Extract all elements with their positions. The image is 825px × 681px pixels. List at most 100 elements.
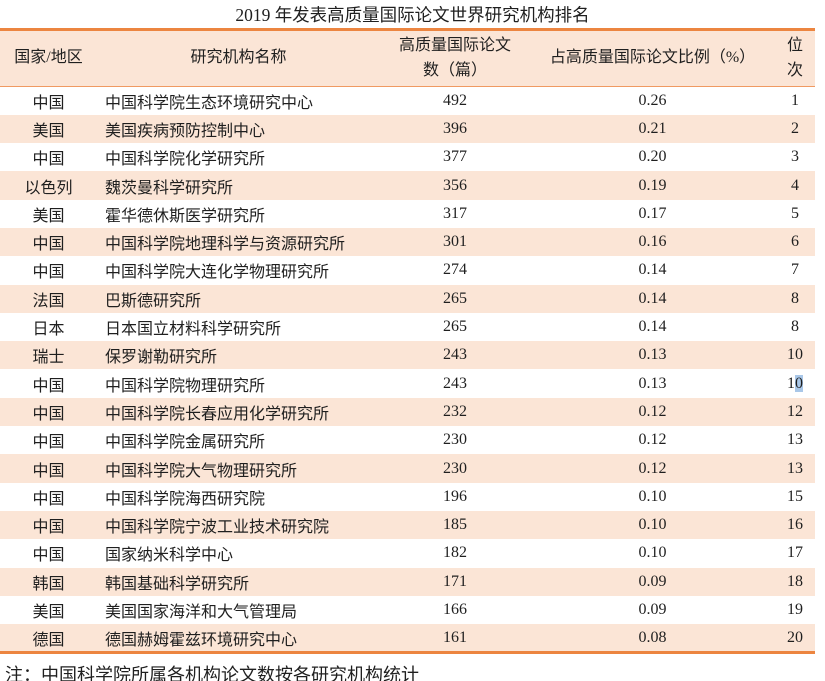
cell-institution: 美国疾病预防控制中心	[105, 122, 266, 140]
cell-country: 中国	[32, 490, 65, 508]
cell-institution: 中国科学院大气物理研究所	[105, 462, 298, 480]
cell-rank: 16	[787, 516, 803, 534]
cell-country: 中国	[32, 405, 65, 423]
cell-country: 中国	[32, 94, 65, 112]
cell-papers: 161	[443, 628, 467, 646]
cell-ratio: 0.17	[638, 204, 667, 222]
table-row: 中国 中国科学院海西研究院 196 0.10 15	[0, 482, 815, 511]
cell-rank: 13	[787, 459, 803, 477]
cell-rank: 12	[787, 402, 803, 420]
table-row: 中国 中国科学院长春应用化学研究所 232 0.12 12	[0, 397, 815, 427]
cell-country: 美国	[32, 207, 65, 225]
cell-rank: 18	[787, 572, 803, 590]
table-row: 中国 中国科学院物理研究所 243 0.13 10	[0, 369, 815, 398]
column-header-line: 国家/地区	[14, 49, 83, 67]
cell-papers: 301	[443, 233, 467, 251]
cell-rank: 8	[791, 318, 799, 336]
cell-rank: 2	[791, 119, 799, 137]
cell-papers: 265	[443, 289, 467, 307]
table-row: 韩国 韩国基础科学研究所 171 0.09 18	[0, 567, 815, 596]
cell-papers: 243	[443, 374, 467, 392]
cell-papers: 243	[443, 346, 467, 364]
column-header-line: 研究机构名称	[190, 49, 287, 67]
table-header: 国家/地区 研究机构名称 高质量国际论文 数（篇） 占高质量国际论文比例（%） 位次	[0, 29, 815, 87]
cell-rank: 17	[787, 544, 803, 562]
cell-papers: 396	[443, 119, 467, 137]
table-row: 日本 日本国立材料科学研究所 265 0.14 8	[0, 312, 815, 342]
cell-papers: 166	[443, 600, 467, 618]
cell-country: 中国	[32, 151, 65, 169]
column-header-ratio: 占高质量国际论文比例（%）	[530, 29, 775, 87]
cell-ratio: 0.10	[638, 516, 667, 534]
cell-institution: 中国科学院物理研究所	[105, 377, 266, 395]
column-header-line: 位	[786, 36, 803, 54]
column-header-country: 国家/地区	[0, 29, 97, 87]
footnote: 注：中国科学院所属各机构论文数按各研究机构统计	[5, 664, 419, 681]
column-header-line: 数（篇）	[422, 61, 487, 79]
cell-ratio: 0.09	[638, 600, 667, 618]
cell-country: 韩国	[32, 575, 65, 593]
cell-ratio: 0.13	[638, 374, 667, 392]
cell-rank: 8	[791, 289, 799, 307]
cell-rank: 7	[791, 261, 799, 279]
cell-ratio: 0.13	[638, 346, 667, 364]
cell-ratio: 0.26	[638, 91, 667, 109]
table-row: 美国 美国国家海洋和大气管理局 166 0.09 19	[0, 595, 815, 625]
table-row: 美国 美国疾病预防控制中心 396 0.21 2	[0, 114, 815, 144]
table-row: 德国 德国赫姆霍兹环境研究中心 161 0.08 20	[0, 624, 815, 653]
column-header-institution: 研究机构名称	[97, 29, 380, 87]
cell-rank: 10	[787, 346, 803, 364]
cell-rank: 1	[791, 91, 799, 109]
cell-ratio: 0.14	[638, 318, 667, 336]
table-row: 中国 中国科学院化学研究所 377 0.20 3	[0, 143, 815, 172]
cell-rank: 19	[787, 600, 803, 618]
cell-rank: 10	[787, 374, 803, 392]
table-row: 以色列 魏茨曼科学研究所 356 0.19 4	[0, 171, 815, 200]
cell-papers: 317	[443, 204, 467, 222]
cell-ratio: 0.08	[638, 628, 667, 646]
cell-country: 美国	[32, 603, 65, 621]
cell-country: 德国	[32, 631, 65, 649]
table-title: 2019 年发表高质量国际论文世界研究机构排名	[235, 5, 590, 25]
cell-institution: 中国科学院长春应用化学研究所	[105, 405, 330, 423]
cell-country: 以色列	[24, 179, 73, 197]
cell-papers: 230	[443, 431, 467, 449]
cell-institution: 霍华德休斯医学研究所	[105, 207, 266, 225]
cell-ratio: 0.12	[638, 431, 667, 449]
cell-papers: 265	[443, 318, 467, 336]
table-header-row: 国家/地区 研究机构名称 高质量国际论文 数（篇） 占高质量国际论文比例（%） 位次	[0, 29, 815, 87]
cell-institution: 中国科学院海西研究院	[105, 490, 266, 508]
cell-country: 日本	[32, 321, 65, 339]
cell-rank: 3	[791, 148, 799, 166]
cell-rank: 15	[787, 487, 803, 505]
table-row: 中国 中国科学院大气物理研究所 230 0.12 13	[0, 454, 815, 483]
table-row: 瑞士 保罗谢勒研究所 243 0.13 10	[0, 341, 815, 370]
cell-ratio: 0.16	[638, 233, 667, 251]
cell-ratio: 0.14	[638, 289, 667, 307]
cell-ratio: 0.10	[638, 487, 667, 505]
cell-country: 法国	[32, 292, 65, 310]
cell-institution: 中国科学院地理科学与资源研究所	[105, 236, 346, 254]
cell-papers: 230	[443, 459, 467, 477]
cell-ratio: 0.14	[638, 261, 667, 279]
cell-institution: 保罗谢勒研究所	[105, 349, 218, 367]
cell-institution: 魏茨曼科学研究所	[105, 179, 234, 197]
cell-country: 中国	[32, 434, 65, 452]
cell-institution: 韩国基础科学研究所	[105, 575, 250, 593]
cell-ratio: 0.09	[638, 572, 667, 590]
cell-country: 瑞士	[32, 349, 65, 367]
cell-ratio: 0.12	[638, 402, 667, 420]
cell-institution: 中国科学院大连化学物理研究所	[105, 264, 330, 282]
cell-country: 中国	[32, 377, 65, 395]
cell-papers: 196	[443, 487, 467, 505]
cell-rank: 5	[791, 204, 799, 222]
cell-ratio: 0.10	[638, 544, 667, 562]
table-row: 中国 中国科学院地理科学与资源研究所 301 0.16 6	[0, 227, 815, 257]
rank-selection-highlight: 0	[795, 374, 803, 392]
cell-papers: 182	[443, 544, 467, 562]
cell-country: 中国	[32, 547, 65, 565]
cell-institution: 中国科学院化学研究所	[105, 151, 266, 169]
cell-ratio: 0.19	[638, 176, 667, 194]
cell-institution: 美国国家海洋和大气管理局	[105, 603, 298, 621]
cell-institution: 德国赫姆霍兹环境研究中心	[105, 631, 298, 649]
